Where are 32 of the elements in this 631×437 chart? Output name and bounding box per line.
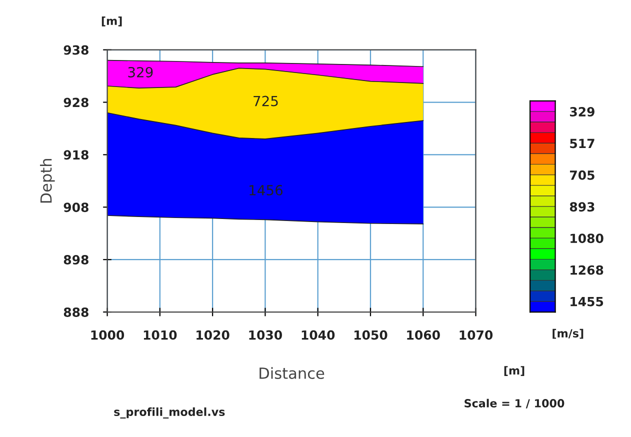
color-bar-label: 1080 bbox=[570, 234, 604, 244]
color-bar-title: [m/s] bbox=[552, 328, 584, 339]
annotation: 329 bbox=[128, 66, 153, 78]
annotation: 1456 bbox=[250, 184, 283, 196]
text: [m] bbox=[504, 366, 524, 376]
x-tick-label: 1070 bbox=[460, 330, 493, 340]
line-series bbox=[107, 215, 424, 224]
y-tick-label: 898 bbox=[64, 255, 88, 265]
y-tick-label: 918 bbox=[64, 150, 88, 160]
y-tick-label: 888 bbox=[64, 307, 88, 317]
y-tick-label: 928 bbox=[64, 98, 88, 108]
x-tick-label: 1010 bbox=[144, 330, 177, 340]
x-tick-label: 1000 bbox=[91, 330, 124, 340]
y-tick-label: 908 bbox=[64, 202, 88, 212]
x-axis-title: Distance bbox=[260, 367, 324, 379]
color-bar-label: 893 bbox=[570, 202, 594, 212]
y-axis-title: Depth bbox=[40, 158, 55, 203]
y-tick-label: 938 bbox=[64, 45, 88, 55]
text: [m] bbox=[102, 16, 122, 26]
x-tick-label: 1040 bbox=[302, 330, 335, 340]
x-tick-label: 1030 bbox=[249, 330, 282, 340]
color-bar-label: 517 bbox=[570, 138, 594, 148]
color-bar-label: 329 bbox=[570, 107, 594, 116]
color-bar-label: 1268 bbox=[570, 265, 604, 275]
x-tick-label: 1050 bbox=[354, 330, 388, 340]
x-tick-label: 1020 bbox=[196, 330, 230, 340]
color-bar-label: 705 bbox=[570, 170, 594, 180]
text: Scale = 1 / 1000 bbox=[464, 398, 564, 408]
color-bar-label: 1455 bbox=[570, 297, 604, 306]
x-tick-label: 1060 bbox=[407, 330, 440, 340]
annotation: 725 bbox=[254, 96, 278, 106]
text: s_profili_model.vs bbox=[114, 407, 225, 418]
